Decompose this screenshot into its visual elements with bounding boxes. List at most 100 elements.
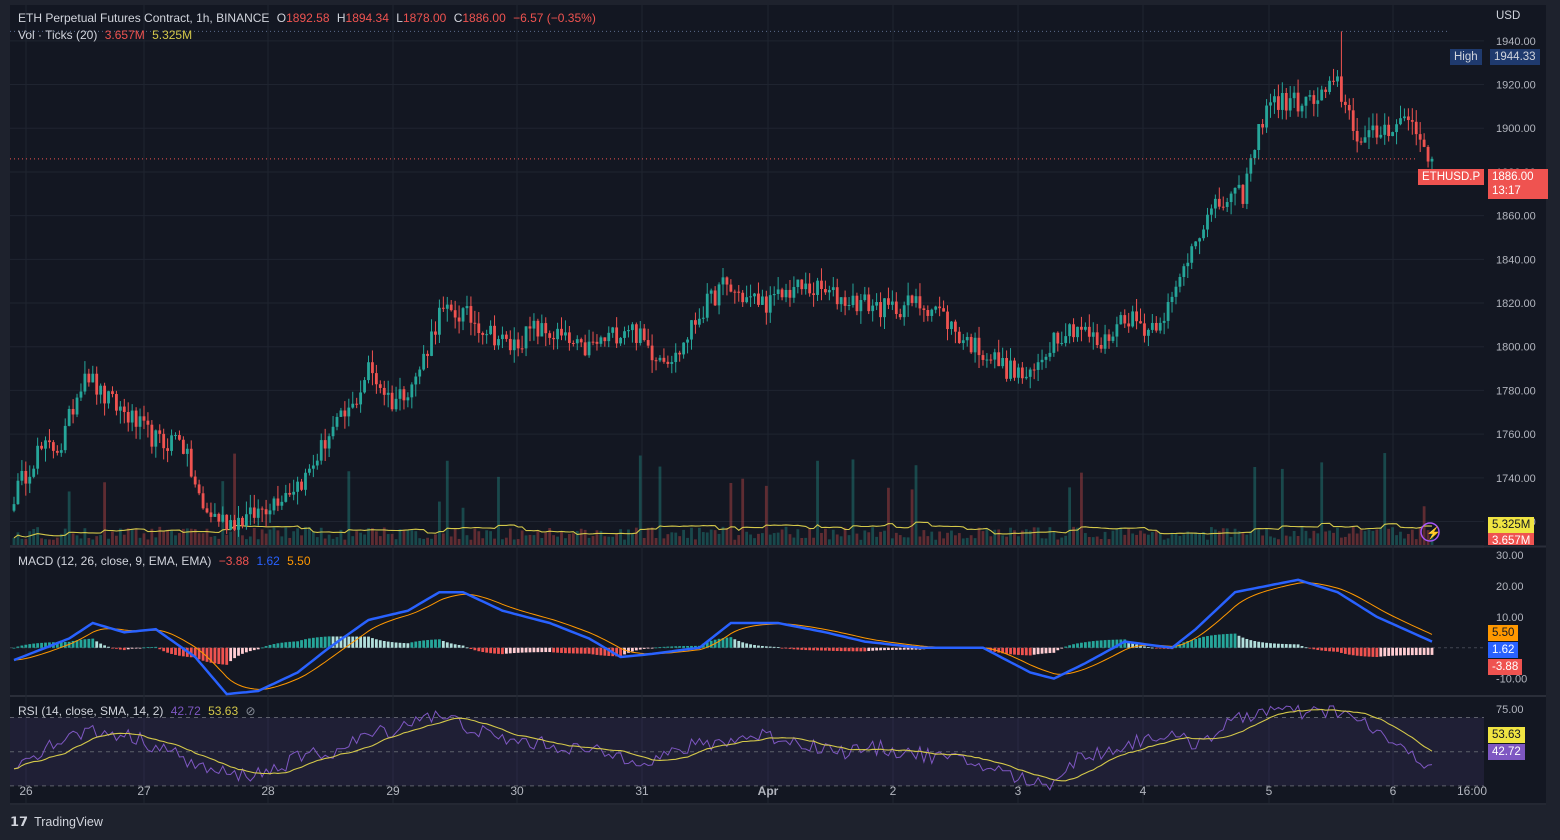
macd-hist-bar: [690, 645, 693, 648]
macd-hist-bar: [95, 641, 99, 648]
volume-bar: [1233, 528, 1237, 545]
volume-bar: [1182, 534, 1186, 545]
volume-bar: [178, 533, 181, 545]
volume-bar: [1257, 529, 1261, 545]
volume-bar: [595, 530, 599, 545]
macd-hist-bar: [1123, 639, 1127, 648]
candle-body: [969, 336, 973, 353]
volume-bar: [788, 534, 792, 545]
macd-hist-bar: [1324, 647, 1328, 651]
candle-body: [1395, 124, 1398, 133]
volume-bar: [1336, 527, 1339, 545]
volume-bar: [831, 529, 835, 545]
macd-hist-bar: [418, 640, 422, 648]
vol-tag: 3.657M: [1488, 533, 1535, 545]
x-tick-label: 30: [510, 784, 524, 798]
macd-hist-bar: [170, 647, 173, 654]
volume-bar: [713, 530, 717, 545]
macd-hist-bar: [465, 647, 469, 649]
macd-hist-bar: [867, 647, 871, 651]
macd-hist-bar: [150, 647, 154, 648]
macd-hist-bar: [634, 647, 638, 651]
volume-bar: [516, 539, 520, 545]
macd-hist-bar: [1190, 639, 1194, 648]
macd-tick-label: 30.00: [1496, 550, 1524, 562]
candle-body: [1383, 124, 1387, 135]
candle-body: [67, 408, 71, 426]
currency-label[interactable]: USD: [1496, 10, 1521, 22]
candle-body: [615, 327, 619, 344]
eye-icon[interactable]: ⊘: [245, 704, 256, 718]
candle-body: [1371, 125, 1375, 131]
price-pane: [10, 5, 1484, 545]
macd-hist-bar: [686, 645, 689, 648]
bar-countdown: 13:17: [1492, 185, 1521, 197]
volume-bar: [1040, 538, 1044, 545]
volume-bar: [48, 539, 51, 545]
volume-bar: [1296, 535, 1300, 545]
candle-body: [107, 391, 110, 404]
candle-body: [355, 403, 359, 405]
ohlc-low: 1878.00: [402, 11, 447, 25]
volume-bar: [166, 529, 170, 545]
macd-hist-bar: [359, 636, 363, 648]
candle-body: [638, 328, 642, 343]
candle-body: [1028, 369, 1032, 377]
volume-bar: [359, 532, 363, 545]
candle-body: [564, 332, 567, 336]
volume-bar: [1210, 527, 1213, 545]
volume-bar: [134, 528, 138, 545]
macd-hist-bar: [855, 647, 859, 652]
candle-body: [1245, 173, 1249, 204]
volume-bar: [296, 528, 299, 545]
macd-hist-bar: [241, 647, 244, 654]
volume-bar: [536, 530, 540, 545]
tradingview-logo-icon[interactable]: 𝟭𝟳: [10, 814, 29, 829]
macd-hist-bar: [1198, 637, 1202, 648]
volume-bar: [20, 538, 24, 545]
candle-body: [1363, 137, 1367, 143]
candle-body: [725, 277, 729, 285]
volume-bar: [926, 536, 930, 545]
volume-bar: [898, 535, 902, 545]
volume-bar: [1139, 530, 1142, 545]
volume-bar: [205, 528, 209, 545]
macd-hist-bar: [642, 647, 646, 649]
volume-bar: [1076, 527, 1079, 545]
candle-body: [894, 301, 898, 314]
volume-bar: [1020, 530, 1024, 545]
volume-bar: [1332, 532, 1335, 545]
macd-hist-bar: [875, 647, 879, 651]
macd-tick-label: 20.00: [1496, 581, 1524, 593]
volume-bar: [12, 537, 16, 545]
candle-body: [1300, 105, 1304, 112]
candle-body: [662, 357, 666, 362]
volume-bar: [1072, 526, 1075, 545]
candle-body: [705, 293, 709, 318]
volume-bar: [1206, 539, 1209, 545]
macd-hist-bar: [355, 636, 359, 648]
candle-body: [469, 306, 473, 323]
macd-hist-bar: [79, 639, 83, 648]
macd-hist-bar: [347, 636, 351, 648]
candle-body: [516, 339, 520, 349]
macd-hist-bar: [374, 639, 378, 648]
volume-bar: [1217, 531, 1221, 545]
volume-bar: [670, 532, 674, 545]
candle-body: [493, 325, 496, 346]
volume-bar: [292, 531, 296, 545]
candle-body: [658, 357, 662, 361]
macd-value: 1.62: [256, 554, 280, 568]
volume-bar: [107, 538, 110, 545]
candle-body: [784, 289, 788, 298]
macd-hist-bar: [174, 647, 177, 655]
candle-body: [339, 410, 343, 417]
volume-bar: [883, 530, 886, 545]
macd-hist-bar: [745, 643, 749, 648]
macd-hist-bar: [615, 647, 619, 657]
volume-bar: [973, 538, 977, 545]
candle-body: [1253, 149, 1257, 159]
candle-body: [205, 508, 209, 513]
candle-body: [485, 334, 489, 336]
